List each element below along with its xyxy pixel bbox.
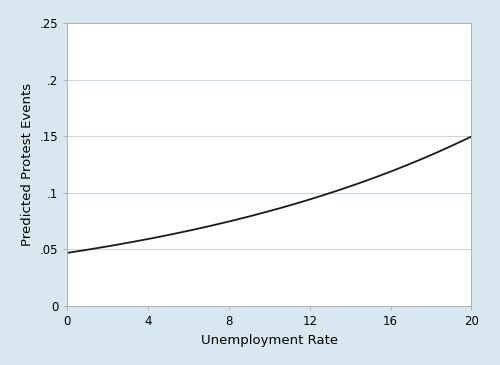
X-axis label: Unemployment Rate: Unemployment Rate: [201, 334, 338, 347]
Y-axis label: Predicted Protest Events: Predicted Protest Events: [21, 83, 34, 246]
